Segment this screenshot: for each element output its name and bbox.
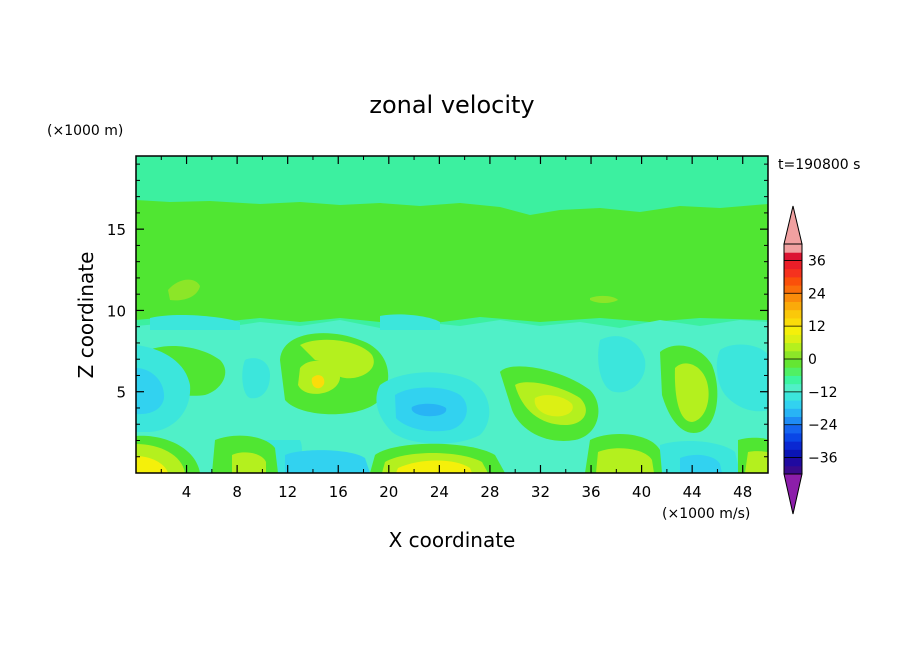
x-tick-label: 12 — [278, 483, 297, 501]
field-region-patch — [745, 451, 768, 473]
field-region-mid-green — [136, 200, 768, 325]
colorbar-swatch — [784, 342, 802, 352]
colorbar-swatch — [784, 309, 802, 319]
colorbar-swatch — [784, 457, 802, 467]
field-region-patch — [596, 448, 654, 473]
x-tick-label: 20 — [379, 483, 398, 501]
x-tick-label: 4 — [182, 483, 192, 501]
contour-field — [136, 156, 768, 473]
y-tick-label: 15 — [107, 221, 126, 239]
x-tick-label: 44 — [683, 483, 702, 501]
colorbar-tick-label: 24 — [808, 286, 826, 302]
field-region-patch — [716, 344, 768, 412]
colorbar-tick-label: 0 — [808, 352, 817, 368]
colorbar-swatch — [784, 252, 802, 261]
x-tick-label: 32 — [531, 483, 550, 501]
x-tick-label: 48 — [733, 483, 752, 501]
colorbar-tick-label: −24 — [808, 418, 838, 434]
x-tick-label: 16 — [329, 483, 348, 501]
y-tick-label: 5 — [116, 384, 126, 402]
field-region-patch — [242, 358, 270, 399]
colorbar-swatch — [784, 383, 802, 393]
colorbar-swatch — [784, 416, 802, 426]
colorbar-swatch — [784, 301, 802, 311]
colorbar-swatch — [784, 293, 802, 302]
field-region-patch — [590, 295, 618, 303]
colorbar-tick-label: −12 — [808, 385, 838, 401]
colorbar-swatch — [784, 276, 802, 286]
colorbar-swatch — [784, 350, 802, 360]
x-tick-label: 24 — [430, 483, 449, 501]
colorbar-swatch — [784, 285, 802, 294]
chart-title: zonal velocity — [369, 91, 534, 119]
colorbar-tick-label: 12 — [808, 319, 826, 335]
colorbar-swatch — [784, 326, 802, 335]
field-region-patch — [136, 456, 168, 473]
field-region-patch — [150, 315, 240, 330]
field-region-patch — [680, 454, 722, 473]
colorbar-swatch — [784, 359, 802, 368]
colorbar-tick-label: −36 — [808, 451, 838, 467]
plot-frame — [135, 155, 769, 474]
colorbar-swatch — [784, 367, 802, 376]
y-unit-note: (×1000 m) — [47, 123, 123, 139]
y-axis-label: Z coordinate — [74, 252, 98, 379]
time-label: t=190800 s — [778, 157, 860, 173]
field-region-patch — [380, 314, 440, 330]
x-axis-label: X coordinate — [389, 528, 516, 552]
field-region-patch — [674, 363, 709, 422]
colorbar-tick-label: 36 — [808, 253, 826, 269]
colorbar-under-triangle — [783, 473, 803, 515]
field-region-patch — [311, 375, 325, 389]
field-region-patch — [396, 460, 472, 473]
field-region-patch — [285, 450, 370, 473]
field-region-patch — [598, 336, 646, 393]
colorbar-swatch — [784, 441, 802, 450]
x-tick-label: 36 — [581, 483, 600, 501]
colorbar-swatch — [784, 449, 802, 459]
colorbar-swatch — [784, 400, 802, 409]
colorbar-swatch — [784, 268, 802, 278]
colorbar-swatch — [784, 408, 802, 417]
field-region-patch — [136, 368, 165, 415]
field-region-patch — [168, 279, 200, 301]
colorbar-swatch — [784, 244, 802, 253]
colorbar-swatch — [784, 375, 802, 385]
y-tick-label: 10 — [107, 302, 126, 320]
colorbar-swatch — [784, 465, 802, 475]
x-tick-label: 28 — [480, 483, 499, 501]
colorbar-swatch — [784, 432, 802, 442]
field-region-patch — [411, 403, 447, 417]
colorbar-swatch — [784, 391, 802, 401]
x-unit-note: (×1000 m/s) — [662, 506, 750, 522]
field-region-patch — [232, 452, 266, 473]
colorbar-swatch — [784, 317, 802, 327]
colorbar-swatch — [784, 334, 802, 344]
colorbar-swatch — [784, 424, 802, 434]
x-tick-label: 8 — [232, 483, 242, 501]
colorbar: 36 24 12 0 −12 −24 −36 — [783, 205, 838, 515]
field-region-patch — [300, 339, 374, 379]
x-tick-label: 40 — [632, 483, 651, 501]
colorbar-swatch — [784, 260, 802, 270]
field-region-patch — [534, 395, 573, 417]
colorbar-over-triangle — [783, 205, 803, 245]
